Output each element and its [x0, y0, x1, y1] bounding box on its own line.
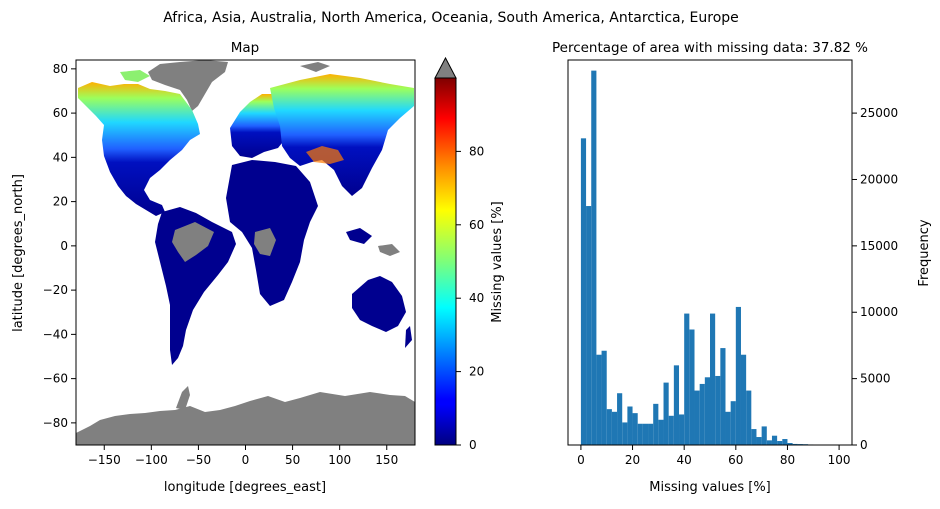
map-ytick-label: 80	[53, 62, 68, 76]
map-ytick-label: 40	[53, 150, 68, 164]
histogram-ytick-label: 0	[860, 438, 868, 452]
map-xtick-label: 100	[328, 453, 351, 467]
histogram-bar	[756, 437, 761, 445]
histogram-bar	[741, 355, 746, 445]
map-ylabel: latitude [degrees_north]	[11, 174, 26, 332]
histogram-bar	[658, 420, 663, 445]
map-xtick-label: 0	[242, 453, 250, 467]
colorbar-label: Missing values [%]	[490, 201, 505, 323]
histogram-bar	[622, 422, 627, 445]
histogram-ylabel: Frequency	[917, 219, 932, 286]
histogram-bar	[674, 365, 679, 445]
histogram-bar	[612, 412, 617, 445]
histogram-bar	[633, 413, 638, 445]
colorbar-tick-label: 0	[469, 438, 477, 452]
histogram-ytick-label: 15000	[860, 239, 898, 253]
colorbar-extend-triangle	[435, 58, 456, 78]
histogram-bar	[767, 440, 772, 445]
colorbar-tick-label: 80	[469, 144, 484, 158]
histogram-bar	[648, 424, 653, 445]
histogram-bar	[710, 314, 715, 445]
histogram-bar	[700, 384, 705, 445]
histogram-bar	[736, 307, 741, 445]
map-ytick-label: −80	[43, 416, 68, 430]
histogram-xlabel: Missing values [%]	[649, 480, 771, 495]
figure-suptitle: Africa, Asia, Australia, North America, …	[163, 10, 739, 26]
histogram-bar	[643, 424, 648, 445]
histogram-bar	[705, 377, 710, 445]
map-xtick-label: 150	[375, 453, 398, 467]
histogram-bar	[746, 391, 751, 445]
map-xtick-label: −150	[88, 453, 121, 467]
histogram-bar	[731, 401, 736, 445]
histogram-bar	[679, 414, 684, 445]
map-ytick-label: −20	[43, 283, 68, 297]
histogram-xtick-label: 100	[828, 453, 851, 467]
histogram-ytick-label: 10000	[860, 305, 898, 319]
histogram-bar	[720, 348, 725, 445]
map-ytick-label: −40	[43, 327, 68, 341]
histogram-bar	[725, 412, 730, 445]
colorbar-axes: 0 20 40 60 80	[456, 144, 484, 452]
histogram-xtick-label: 80	[780, 453, 795, 467]
histogram-bar	[581, 138, 586, 445]
histogram-bar	[607, 409, 612, 445]
map-ytick-label: 20	[53, 195, 68, 209]
histogram-ytick-label: 20000	[860, 172, 898, 186]
histogram-xtick-label: 0	[577, 453, 585, 467]
histogram-xtick-label: 20	[625, 453, 640, 467]
histogram-bar	[602, 351, 607, 445]
histogram-bar	[777, 441, 782, 445]
histogram-bar	[596, 355, 601, 445]
map-xtick-label: −100	[135, 453, 168, 467]
map-ytick-label: 0	[60, 239, 68, 253]
colorbar	[435, 78, 456, 445]
histogram-bar	[669, 416, 674, 445]
histogram-ytick-label: 5000	[860, 372, 891, 386]
histogram-bar	[617, 393, 622, 445]
histogram-bars	[581, 71, 839, 445]
histogram-bar	[664, 383, 669, 445]
colorbar-tick-label: 20	[469, 365, 484, 379]
map-title: Map	[231, 40, 260, 56]
histogram-bar	[591, 71, 596, 445]
histogram-bar	[715, 376, 720, 445]
histogram-bar	[772, 436, 777, 445]
map-plot-area	[76, 60, 415, 445]
colorbar-tick-label: 40	[469, 291, 484, 305]
map-ytick-label: 60	[53, 106, 68, 120]
map-ytick-label: −60	[43, 372, 68, 386]
histogram-ytick-label: 25000	[860, 106, 898, 120]
histogram-xtick-label: 40	[677, 453, 692, 467]
histogram-bar	[782, 439, 787, 445]
histogram-bar	[684, 314, 689, 445]
colorbar-tick-label: 60	[469, 218, 484, 232]
histogram-title: Percentage of area with missing data: 37…	[552, 40, 868, 56]
histogram-bar	[751, 429, 756, 445]
histogram-bar	[695, 391, 700, 445]
histogram-bar	[586, 206, 591, 445]
histogram-bar	[689, 330, 694, 446]
histogram-bar	[762, 426, 767, 445]
map-xtick-label: 50	[285, 453, 300, 467]
map-xtick-label: −50	[186, 453, 211, 467]
map-xlabel: longitude [degrees_east]	[164, 480, 326, 495]
histogram-bar	[638, 424, 643, 445]
histogram-bar	[653, 404, 658, 445]
histogram-bar	[627, 407, 632, 446]
histogram-xtick-label: 60	[728, 453, 743, 467]
